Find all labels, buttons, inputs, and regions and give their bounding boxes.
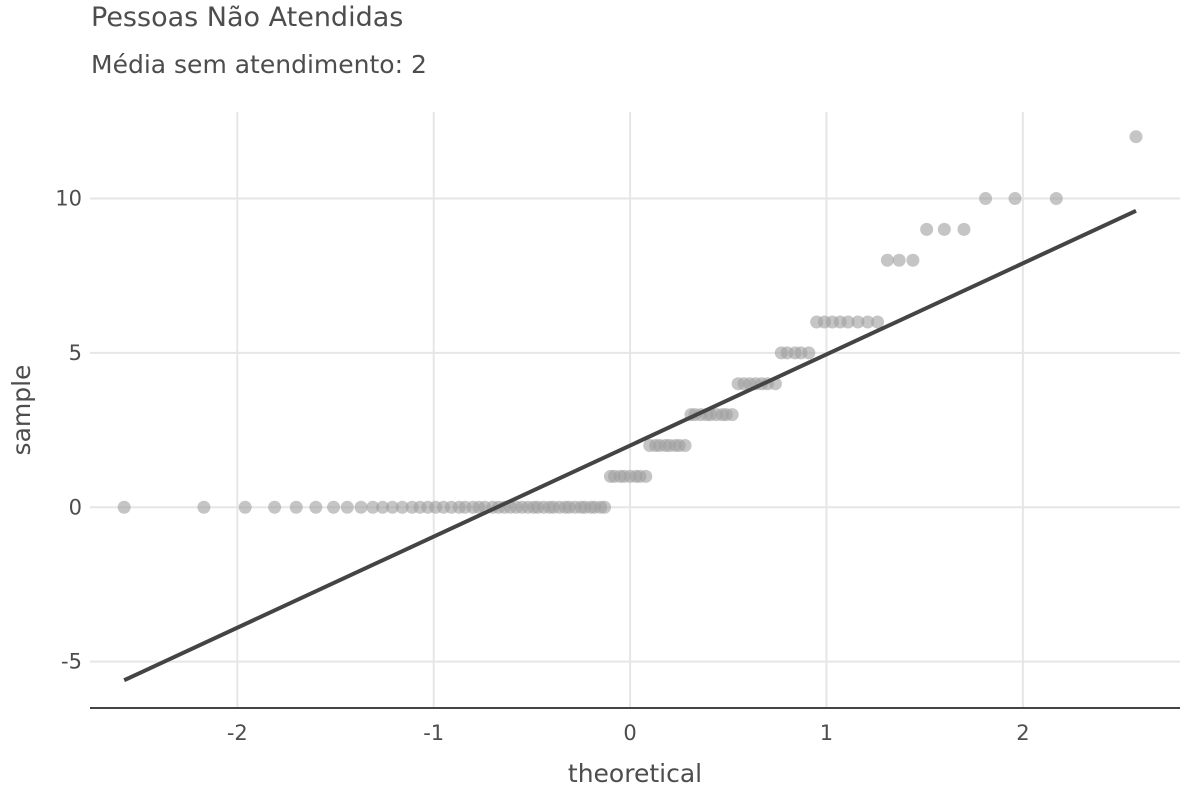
x-tick-labels: -2 -1 0 1 2 (227, 721, 1030, 745)
x-tick-label: -1 (423, 721, 444, 745)
sample-point (327, 500, 341, 514)
sample-point (957, 222, 971, 236)
reference-line (123, 209, 1137, 683)
sample-point (678, 439, 692, 453)
sample-point (117, 500, 131, 514)
sample-point (871, 315, 885, 329)
sample-point (979, 191, 993, 205)
sample-point (376, 500, 390, 514)
x-tick-label: 1 (820, 721, 833, 745)
x-tick-label: 2 (1016, 721, 1029, 745)
sample-point (289, 500, 303, 514)
sample-point (238, 500, 252, 514)
sample-point (1049, 191, 1063, 205)
sample-point (802, 346, 816, 360)
x-axis-title: theoretical (568, 759, 702, 788)
sample-point (937, 222, 951, 236)
sample-point (598, 500, 612, 514)
y-tick-label: -5 (61, 650, 82, 674)
y-tick-label: 0 (69, 495, 82, 519)
sample-point (725, 408, 739, 422)
chart-title: Pessoas Não Atendidas (91, 2, 404, 33)
x-gridlines (236, 112, 1024, 708)
sample-point (892, 253, 906, 267)
y-tick-label: 5 (69, 341, 82, 365)
sample-point (395, 500, 409, 514)
y-tick-label: 10 (55, 186, 82, 210)
sample-point (268, 500, 282, 514)
x-tick-label: -2 (227, 721, 248, 745)
chart-subtitle: Média sem atendimento: 2 (91, 50, 427, 79)
sample-point (1129, 130, 1143, 144)
sample-point (354, 500, 368, 514)
y-axis-title: sample (7, 365, 36, 456)
sample-point (880, 253, 894, 267)
x-tick-label: 0 (623, 721, 636, 745)
sample-point (309, 500, 323, 514)
sample-point (851, 315, 865, 329)
y-tick-labels: -5 0 5 10 (55, 186, 82, 673)
sample-point (861, 315, 875, 329)
sample-point (1008, 191, 1022, 205)
reference-line-group (123, 209, 1137, 683)
sample-point (366, 500, 380, 514)
sample-point (920, 222, 934, 236)
sample-point (841, 315, 855, 329)
sample-point (385, 500, 399, 514)
sample-point (197, 500, 211, 514)
sample-point (340, 500, 354, 514)
sample-point (906, 253, 920, 267)
sample-point (639, 469, 653, 483)
